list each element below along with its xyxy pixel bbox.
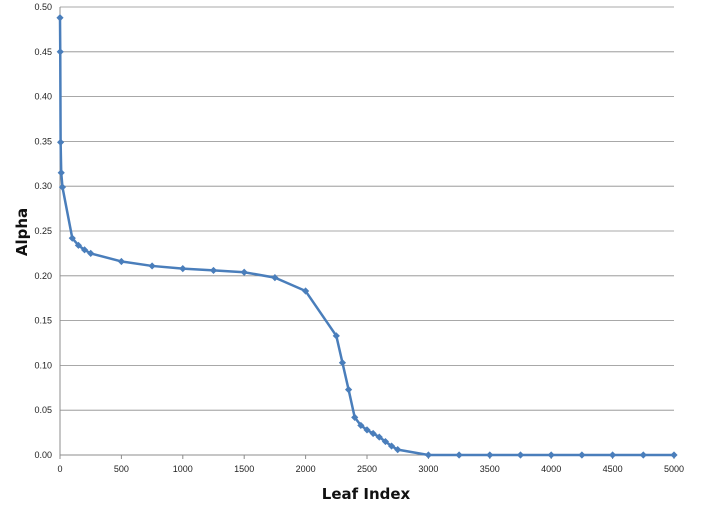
data-point-marker <box>455 451 463 459</box>
y-tick-label: 0.10 <box>34 360 52 370</box>
data-point-marker <box>56 14 64 22</box>
series-alpha <box>56 14 678 459</box>
data-point-marker <box>516 451 525 459</box>
data-point-marker <box>87 249 95 257</box>
x-tick-label: 4000 <box>541 464 561 474</box>
x-tick-label: 5000 <box>664 464 684 474</box>
x-axis-label: Leaf Index <box>322 485 411 503</box>
data-point-marker <box>74 241 83 249</box>
data-point-marker <box>547 451 555 459</box>
x-tick-label: 3500 <box>480 464 500 474</box>
x-tick-label: 4500 <box>603 464 623 474</box>
x-tick-label: 3000 <box>418 464 438 474</box>
data-point-marker <box>58 183 67 191</box>
y-tick-labels: 0.00 0.05 0.10 0.15 0.20 0.25 0.30 0.35 0.40 0.45… <box>34 2 52 460</box>
y-tick-label: 0.45 <box>34 47 52 57</box>
data-point-marker <box>148 262 156 270</box>
x-tick-label: 1000 <box>173 464 193 474</box>
data-point-marker <box>670 451 678 459</box>
x-tick-labels: 0 500 1000 1500 2000 2500 3000 3500 4000 4500 5000 <box>57 464 684 474</box>
data-point-marker <box>57 138 65 146</box>
data-point-marker <box>387 442 396 450</box>
data-point-marker <box>381 437 390 446</box>
y-tick-label: 0.30 <box>34 181 52 191</box>
x-tick-label: 2500 <box>357 464 377 474</box>
data-point-marker <box>56 48 64 56</box>
x-tick-label: 0 <box>57 464 62 474</box>
data-point-marker <box>302 287 310 295</box>
data-point-marker <box>357 421 365 430</box>
axes <box>59 7 675 459</box>
data-point-marker <box>351 413 359 421</box>
y-tick-label: 0.35 <box>34 136 52 146</box>
data-point-marker <box>609 451 617 459</box>
data-point-marker <box>338 359 347 367</box>
data-point-marker <box>57 169 65 177</box>
data-point-marker <box>394 446 402 454</box>
data-point-marker <box>375 433 383 441</box>
data-point-marker <box>117 257 125 266</box>
x-tick-label: 2000 <box>296 464 316 474</box>
data-point-marker <box>271 273 279 282</box>
data-point-marker <box>363 426 371 434</box>
y-tick-label: 0.00 <box>34 450 52 460</box>
y-tick-label: 0.50 <box>34 2 52 12</box>
data-point-marker <box>486 451 494 459</box>
data-point-marker <box>639 451 647 459</box>
data-point-marker <box>344 385 353 394</box>
y-tick-label: 0.15 <box>34 316 52 326</box>
x-tick-label: 500 <box>114 464 129 474</box>
y-tick-label: 0.20 <box>34 271 52 281</box>
data-point-marker <box>179 265 187 273</box>
data-point-marker <box>68 234 76 242</box>
data-point-marker <box>332 332 340 340</box>
x-tick-label: 1500 <box>234 464 254 474</box>
y-tick-label: 0.05 <box>34 405 52 415</box>
data-point-marker <box>240 268 248 276</box>
data-point-marker <box>80 246 89 254</box>
data-point-marker <box>209 266 218 275</box>
series-line <box>58 17 674 457</box>
y-tick-label: 0.25 <box>34 226 52 236</box>
data-point-marker <box>424 451 432 459</box>
data-point-marker <box>578 451 586 459</box>
y-axis-label: Alpha <box>13 208 31 256</box>
y-tick-label: 0.40 <box>34 92 52 102</box>
data-point-marker <box>369 429 377 438</box>
gridlines <box>60 6 674 411</box>
